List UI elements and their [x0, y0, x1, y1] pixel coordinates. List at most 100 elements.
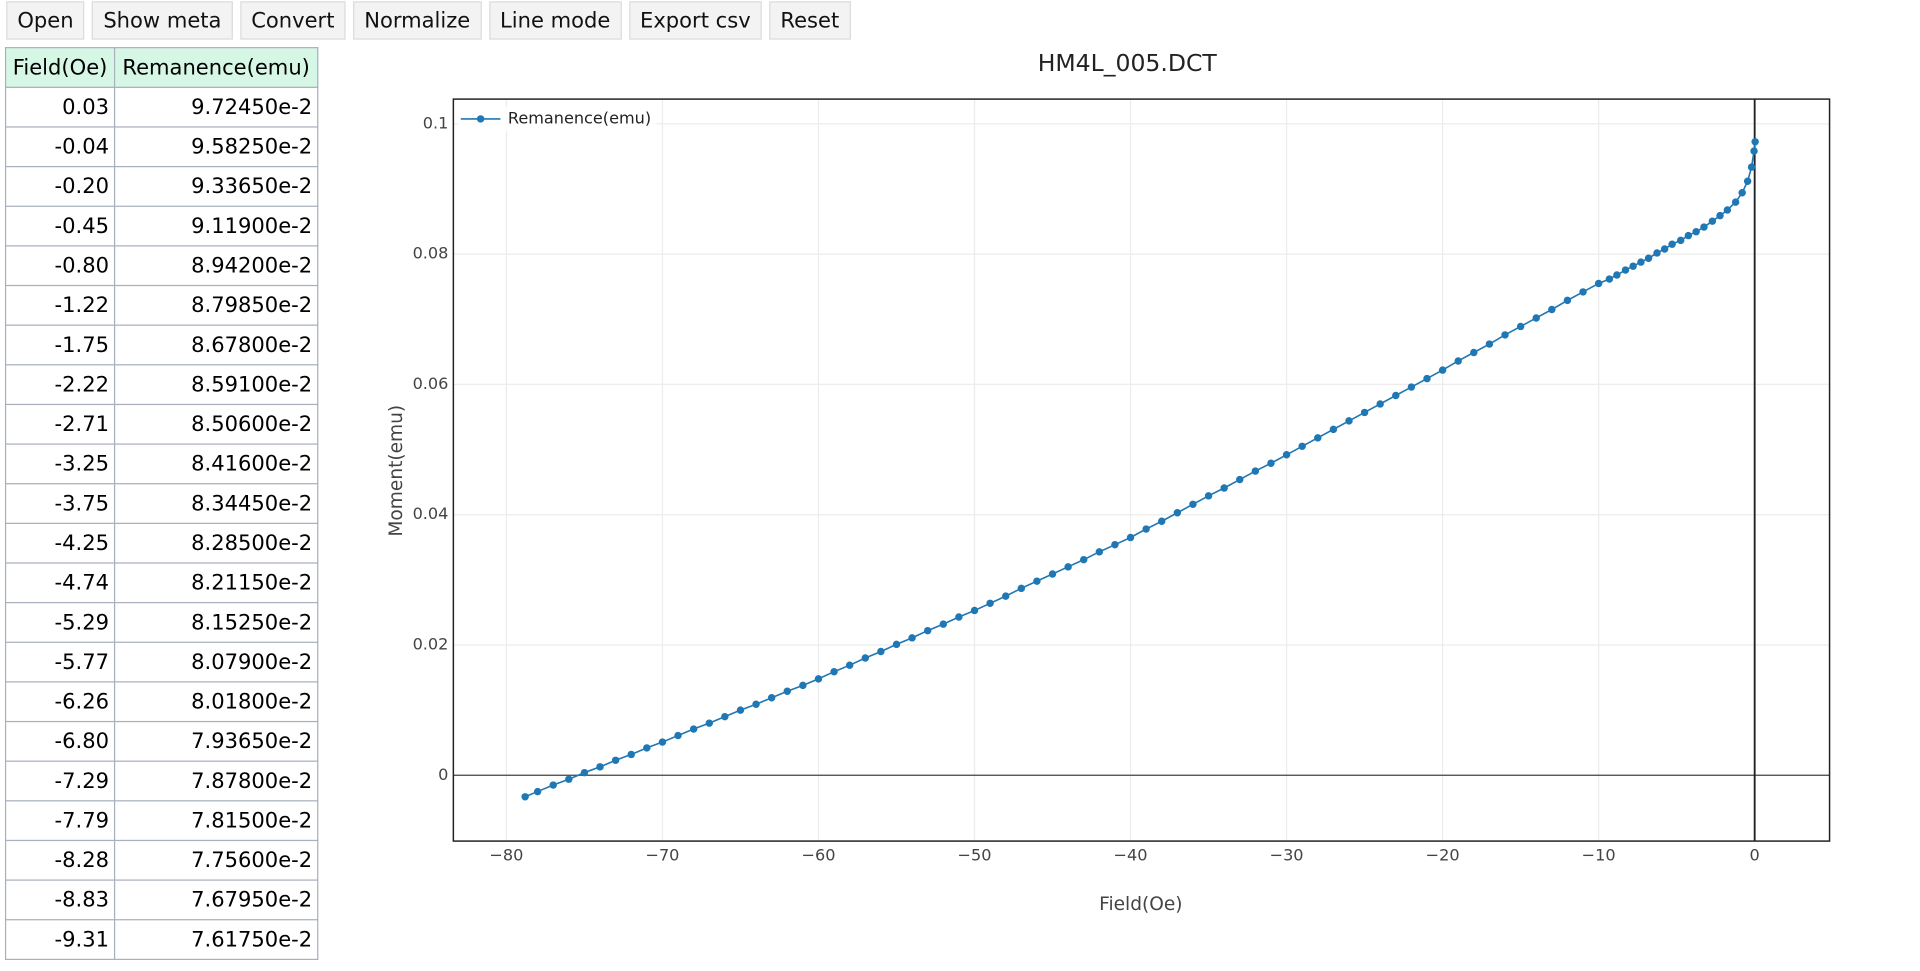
table-cell: 7.67950e-2 [113, 879, 319, 921]
data-point [1708, 217, 1717, 225]
toolbar-button[interactable]: Open [6, 1, 85, 40]
toolbar-button[interactable]: Export csv [628, 1, 762, 40]
data-point [1532, 314, 1540, 322]
table-row: -2.71 8.50600e-2 [4, 403, 319, 445]
data-point [1095, 548, 1104, 556]
data-point [1731, 198, 1740, 206]
data-point [923, 626, 932, 635]
data-point [1454, 357, 1462, 365]
data-point [1613, 271, 1621, 279]
table-cell: -3.75 [4, 483, 116, 524]
data-point [1644, 254, 1653, 262]
data-point [767, 694, 776, 702]
data-point [1470, 348, 1478, 357]
toolbar-button[interactable]: Show meta [92, 1, 233, 40]
toolbar-button[interactable]: Convert [240, 1, 346, 40]
table-cell: -9.31 [4, 919, 116, 960]
x-tick-label: 0 [1750, 845, 1760, 864]
table-row: -8.28 7.75600e-2 [4, 839, 319, 881]
data-point [1668, 240, 1676, 248]
header-row: Field(Oe) Remanence(emu) [4, 47, 319, 88]
toolbar-button[interactable]: Reset [769, 1, 851, 40]
data-point [736, 706, 745, 714]
table-cell: -4.74 [4, 562, 116, 604]
data-point [752, 700, 760, 708]
table-row: -7.29 7.87800e-2 [4, 760, 319, 802]
table-cell: 8.15250e-2 [113, 602, 319, 643]
series-line [524, 141, 1756, 798]
table-cell: 9.72450e-2 [113, 86, 319, 128]
table-cell: 8.07900e-2 [113, 641, 319, 683]
data-point [845, 661, 854, 669]
table-cell: 8.50600e-2 [113, 403, 319, 445]
table-body: 0.03 9.72450e-2 -0.04 9.58250e-2 -0.20 9.3365… [4, 86, 319, 960]
data-point [1692, 227, 1700, 236]
data-point [1563, 296, 1572, 305]
column-header: Field(Oe) [4, 47, 116, 88]
data-point [1298, 442, 1306, 451]
table-cell: 7.61750e-2 [113, 919, 319, 960]
x-tick-label: −10 [1582, 845, 1616, 864]
table-row: -9.31 7.61750e-2 [4, 919, 319, 960]
data-point [1637, 258, 1645, 266]
data-point [1723, 206, 1732, 214]
table-cell: 8.94200e-2 [113, 245, 319, 287]
data-point [1033, 577, 1041, 585]
data-point [721, 712, 729, 721]
data-point [1743, 177, 1752, 185]
column-header: Remanence(emu) [113, 47, 319, 88]
table-cell: 7.81500e-2 [113, 800, 319, 842]
y-tick-label: 0.1 [423, 113, 449, 132]
table-cell: 9.11900e-2 [113, 205, 319, 247]
data-point [1407, 383, 1416, 391]
data-point [955, 613, 963, 621]
y-tick-label: 0.04 [413, 504, 449, 523]
data-point [1204, 492, 1213, 500]
data-point [1594, 279, 1603, 288]
data-point [1423, 374, 1431, 383]
data-point [799, 681, 807, 690]
data-point [1716, 211, 1724, 220]
data-point [1001, 592, 1010, 600]
table-cell: 8.59100e-2 [113, 364, 319, 406]
toolbar-button[interactable]: Normalize [353, 1, 482, 40]
legend-label: Remanence(emu) [508, 108, 651, 127]
data-point [814, 675, 823, 683]
table-cell: 7.93650e-2 [113, 720, 319, 762]
data-point [861, 654, 870, 662]
legend-marker [476, 115, 485, 123]
y-tick-label: 0.08 [413, 244, 449, 263]
data-point [1345, 417, 1353, 425]
data-point [830, 667, 838, 676]
table-row: -7.79 7.81500e-2 [4, 800, 319, 842]
table-cell: -6.26 [4, 681, 116, 723]
table-row: -0.45 9.11900e-2 [4, 205, 319, 247]
data-point [1080, 555, 1088, 564]
table-cell: -5.29 [4, 602, 116, 643]
data-point [1579, 288, 1587, 296]
data-point [1282, 451, 1291, 459]
table-cell: -2.71 [4, 403, 116, 445]
data-point [1516, 322, 1525, 331]
data-point [1438, 366, 1447, 374]
x-tick-label: −60 [801, 845, 835, 864]
toolbar-button[interactable]: Line mode [488, 1, 622, 40]
x-tick-label: −50 [958, 845, 992, 864]
data-point [596, 763, 604, 771]
data-point [877, 647, 885, 656]
data-point [783, 687, 791, 695]
data-point [549, 781, 557, 789]
table-cell: 8.41600e-2 [113, 443, 319, 485]
data-point [705, 719, 713, 727]
table-cell: -0.20 [4, 165, 116, 207]
x-tick-label: −80 [489, 845, 523, 864]
data-point [986, 599, 994, 608]
data-point [1158, 517, 1166, 525]
data-point [1751, 138, 1759, 146]
table-cell: -5.77 [4, 641, 116, 683]
x-tick-label: −70 [645, 845, 679, 864]
table-row: -3.75 8.34450e-2 [4, 483, 319, 524]
data-point [1376, 400, 1384, 408]
chart-title: HM4L_005.DCT [1038, 49, 1218, 77]
data-point [1017, 584, 1026, 593]
